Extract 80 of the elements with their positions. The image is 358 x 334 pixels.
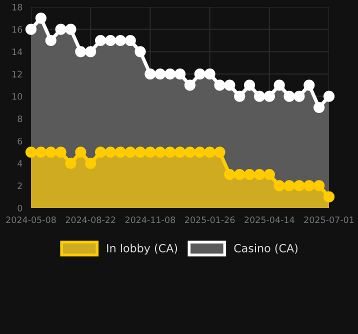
point [65,24,76,35]
point [194,68,206,80]
point [284,180,295,192]
point [75,146,86,158]
point [174,146,186,158]
y-tick-label: 12 [12,70,22,78]
point [154,146,166,158]
x-tick-label: 2025-04-14 [244,216,294,224]
point [244,80,256,91]
point [154,68,166,80]
point [224,168,236,180]
point [323,90,335,102]
y-tick-label: 18 [12,4,22,10]
point [114,34,126,46]
point [134,46,146,58]
point [164,68,176,80]
y-tick-label: 14 [12,48,22,55]
point [254,168,266,180]
point [104,34,116,46]
y-tick-label: 10 [12,93,22,100]
point [304,80,315,91]
point [174,68,186,80]
point [184,80,196,91]
point [244,168,256,180]
point [94,34,106,46]
x-tick-label: 2024-08-22 [66,216,116,224]
point [314,102,325,114]
point [104,146,116,158]
point [75,46,86,58]
y-tick-label: 6 [18,138,22,144]
y-tick-label: 2 [18,182,22,189]
point [304,180,315,192]
y-tick-label: 8 [18,115,22,122]
point [294,180,305,192]
point [323,191,335,202]
point [35,12,46,24]
legend-label: Casino (CA) [234,244,298,254]
point [284,90,295,102]
y-tick-label: 0 [18,204,22,212]
point [25,146,37,158]
point [264,90,275,102]
point [294,90,305,102]
x-tick-label: 2024-11-08 [125,216,176,224]
x-tick-label: 2024-05-08 [6,216,56,224]
point [194,146,206,158]
point [25,24,37,35]
point [234,90,246,102]
point [234,168,246,180]
point [55,24,66,35]
y-tick-label: 4 [18,160,22,167]
point [114,146,126,158]
point [124,146,136,158]
point [55,146,66,158]
point [94,146,106,158]
point [35,146,46,158]
point [274,80,285,91]
point [214,146,226,158]
legend-label: In lobby (CA) [107,244,178,255]
point [65,158,76,169]
y-tick-label: 16 [12,26,22,33]
point [254,90,266,102]
point [184,146,196,158]
point [164,146,176,158]
point [85,158,96,169]
point [144,68,156,80]
point [45,146,56,158]
point [45,34,56,46]
point [314,180,325,192]
x-tick-label: 2025-07-01 [304,216,354,224]
point [204,146,216,158]
point [124,34,136,46]
point [144,146,156,158]
point [204,68,216,80]
point [224,80,236,91]
point [264,168,275,180]
point [214,80,226,91]
point [85,46,96,58]
point [134,146,146,158]
point [274,180,285,192]
x-tick-label: 2025-01-26 [185,216,235,224]
